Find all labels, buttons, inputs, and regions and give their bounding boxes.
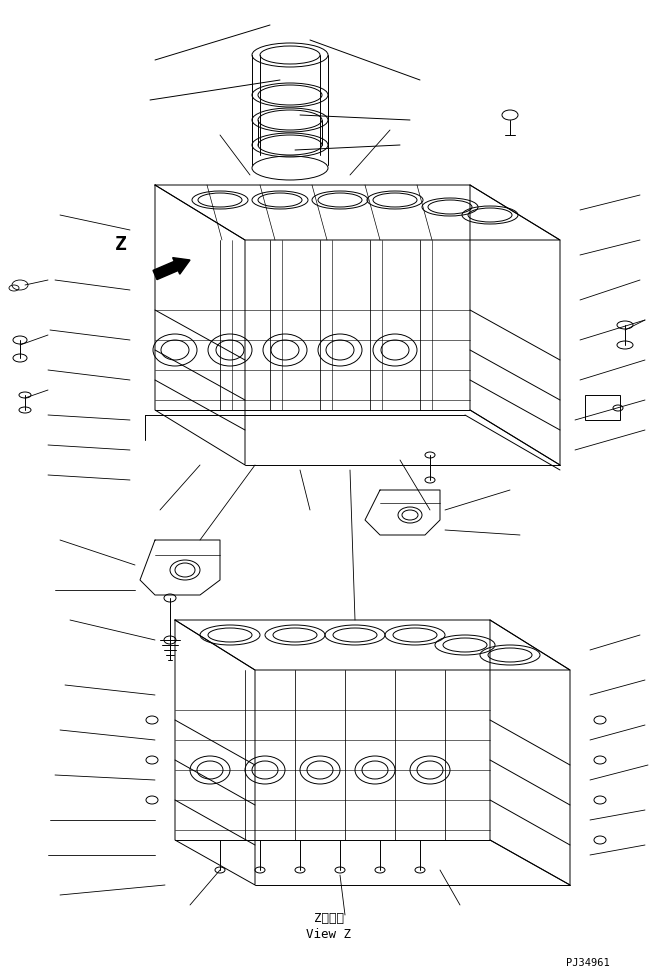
Ellipse shape (502, 110, 518, 120)
Text: View Z: View Z (306, 928, 351, 942)
Ellipse shape (425, 452, 435, 458)
Ellipse shape (215, 867, 225, 873)
Ellipse shape (255, 867, 265, 873)
Ellipse shape (375, 867, 385, 873)
Ellipse shape (335, 867, 345, 873)
Text: PJ34961: PJ34961 (566, 958, 610, 968)
Text: Z: Z (115, 235, 127, 254)
Bar (585, 395, 620, 420)
Ellipse shape (415, 867, 425, 873)
Text: Z　　視: Z 視 (314, 912, 344, 924)
Ellipse shape (295, 867, 305, 873)
FancyArrow shape (153, 257, 190, 280)
Ellipse shape (164, 594, 176, 602)
